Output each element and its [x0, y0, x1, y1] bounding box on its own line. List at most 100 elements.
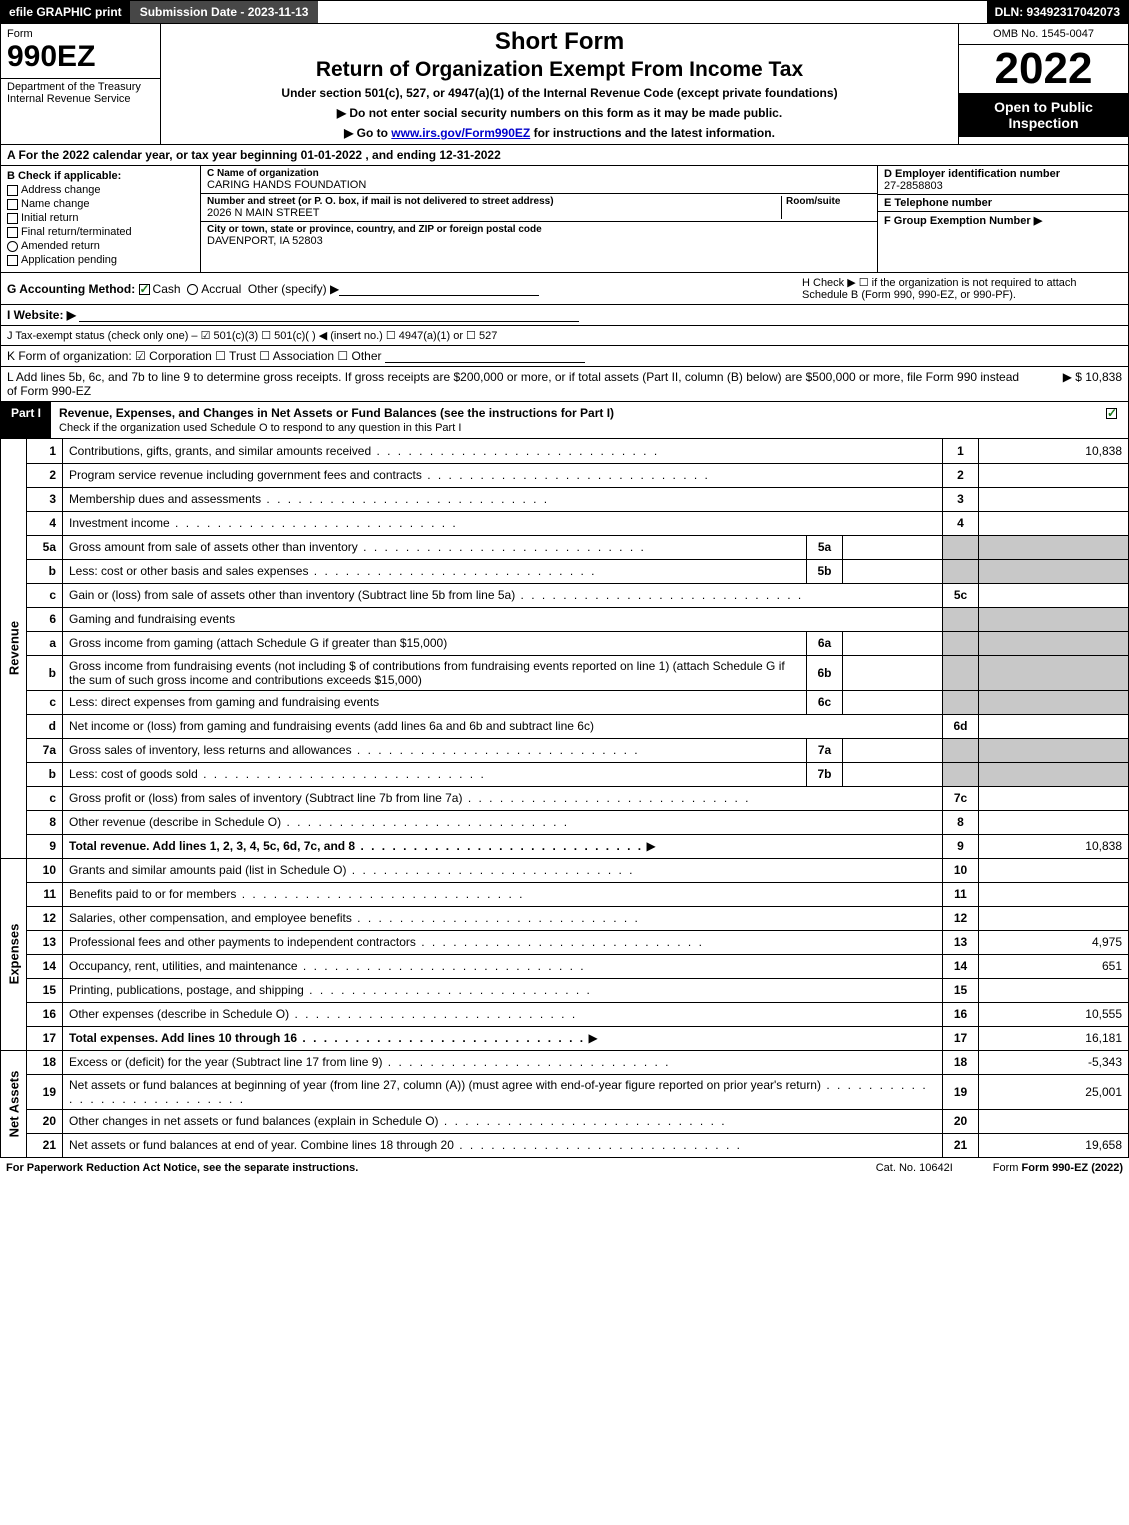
cat-no: Cat. No. 10642I	[876, 1162, 953, 1174]
line-16: 16Other expenses (describe in Schedule O…	[1, 1002, 1129, 1026]
chk-amended-return[interactable]: Amended return	[7, 240, 194, 252]
line-19: 19Net assets or fund balances at beginni…	[1, 1074, 1129, 1109]
I-label: I Website: ▶	[7, 308, 76, 322]
line-12: 12Salaries, other compensation, and empl…	[1, 906, 1129, 930]
ein-value: 27-2858803	[884, 180, 1122, 192]
line-20: 20Other changes in net assets or fund ba…	[1, 1109, 1129, 1133]
line-9: 9Total revenue. Add lines 1, 2, 3, 4, 5c…	[1, 834, 1129, 858]
line-1: Revenue 1 Contributions, gifts, grants, …	[1, 439, 1129, 463]
D-label: D Employer identification number	[884, 168, 1122, 180]
section-DEF: D Employer identification number 27-2858…	[878, 166, 1128, 272]
C-label: C Name of organization	[207, 168, 871, 179]
arrow-icon: ▶	[588, 1031, 597, 1045]
section-C: C Name of organization CARING HANDS FOUN…	[201, 166, 878, 272]
form-header: Form 990EZ Department of the Treasury In…	[0, 24, 1129, 145]
omb-number: OMB No. 1545-0047	[959, 24, 1128, 45]
title-short-form: Short Form	[169, 28, 950, 56]
part1-tag: Part I	[1, 402, 51, 438]
other-org-input[interactable]	[385, 349, 585, 363]
line-8: 8Other revenue (describe in Schedule O)8	[1, 810, 1129, 834]
line-G-H: G Accounting Method: Cash Accrual Other …	[0, 273, 1129, 305]
pra-notice: For Paperwork Reduction Act Notice, see …	[6, 1162, 358, 1174]
total-expenses: 16,181	[979, 1026, 1129, 1050]
chk-cash[interactable]	[139, 284, 150, 295]
G-label: G Accounting Method:	[7, 282, 135, 296]
net-assets-eoy: 19,658	[979, 1133, 1129, 1157]
netassets-side-label: Net Assets	[1, 1050, 27, 1157]
line-A: A For the 2022 calendar year, or tax yea…	[0, 145, 1129, 166]
website-input[interactable]	[79, 308, 579, 322]
line-13: 13Professional fees and other payments t…	[1, 930, 1129, 954]
line-5a: 5aGross amount from sale of assets other…	[1, 535, 1129, 559]
block-B-through-F: B Check if applicable: Address change Na…	[0, 166, 1129, 273]
line-H: H Check ▶ ☐ if the organization is not r…	[802, 276, 1122, 301]
chk-address-change[interactable]: Address change	[7, 184, 194, 196]
irs-link[interactable]: www.irs.gov/Form990EZ	[391, 126, 530, 140]
line-K: K Form of organization: ☑ Corporation ☐ …	[0, 346, 1129, 367]
header-right: OMB No. 1545-0047 2022 Open to Public In…	[958, 24, 1128, 144]
line-6: 6Gaming and fundraising events	[1, 607, 1129, 631]
other-method-input[interactable]	[339, 282, 539, 296]
part1-checknote: Check if the organization used Schedule …	[59, 422, 461, 434]
submission-date: Submission Date - 2023-11-13	[130, 1, 319, 23]
B-label: B Check if applicable:	[7, 170, 194, 182]
line-4: 4Investment income4	[1, 511, 1129, 535]
C-street-cell: Number and street (or P. O. box, if mail…	[201, 194, 877, 222]
line-J: J Tax-exempt status (check only one) – ☑…	[0, 326, 1129, 346]
line-7b: bLess: cost of goods sold7b	[1, 762, 1129, 786]
F-label: F Group Exemption Number ▶	[884, 214, 1122, 227]
line-5b: bLess: cost or other basis and sales exp…	[1, 559, 1129, 583]
department: Department of the Treasury Internal Reve…	[1, 78, 160, 107]
title-return: Return of Organization Exempt From Incom…	[169, 58, 950, 82]
J-text: J Tax-exempt status (check only one) – ☑…	[7, 330, 497, 342]
total-revenue: 10,838	[979, 834, 1129, 858]
line-7c: cGross profit or (loss) from sales of in…	[1, 786, 1129, 810]
part1-title: Revenue, Expenses, and Changes in Net As…	[51, 402, 1098, 438]
street-value: 2026 N MAIN STREET	[207, 207, 761, 219]
bullet-goto-pre: ▶ Go to	[344, 126, 391, 140]
chk-initial-return[interactable]: Initial return	[7, 212, 194, 224]
part1-checkbox[interactable]	[1098, 402, 1128, 438]
line-6c: cLess: direct expenses from gaming and f…	[1, 690, 1129, 714]
chk-application-pending[interactable]: Application pending	[7, 254, 194, 266]
K-text: K Form of organization: ☑ Corporation ☐ …	[7, 349, 382, 363]
line-14: 14Occupancy, rent, utilities, and mainte…	[1, 954, 1129, 978]
line-21: 21Net assets or fund balances at end of …	[1, 1133, 1129, 1157]
line-6d: dNet income or (loss) from gaming and fu…	[1, 714, 1129, 738]
header-left: Form 990EZ Department of the Treasury In…	[1, 24, 161, 144]
form-word: Form	[1, 24, 160, 40]
line-11: 11Benefits paid to or for members11	[1, 882, 1129, 906]
arrow-icon: ▶	[647, 839, 656, 853]
L-amount: ▶ $ 10,838	[1022, 370, 1122, 398]
revenue-side-label: Revenue	[1, 439, 27, 858]
line-3: 3Membership dues and assessments3	[1, 487, 1129, 511]
form-number: 990EZ	[1, 40, 160, 78]
line-6a: aGross income from gaming (attach Schedu…	[1, 631, 1129, 655]
F-cell: F Group Exemption Number ▶	[878, 212, 1128, 272]
chk-name-change[interactable]: Name change	[7, 198, 194, 210]
subtitle: Under section 501(c), 527, or 4947(a)(1)…	[169, 86, 950, 100]
org-name: CARING HANDS FOUNDATION	[207, 179, 871, 191]
header-middle: Short Form Return of Organization Exempt…	[161, 24, 958, 144]
bullet-ssn: ▶ Do not enter social security numbers o…	[169, 106, 950, 120]
line-2: 2Program service revenue including gover…	[1, 463, 1129, 487]
line-18: Net Assets 18Excess or (deficit) for the…	[1, 1050, 1129, 1074]
part1-lines-table: Revenue 1 Contributions, gifts, grants, …	[0, 439, 1129, 1158]
top-bar: efile GRAPHIC print Submission Date - 20…	[0, 0, 1129, 24]
line-17: 17Total expenses. Add lines 10 through 1…	[1, 1026, 1129, 1050]
amt-1: 10,838	[979, 439, 1129, 463]
E-label: E Telephone number	[884, 197, 1122, 209]
C-name-cell: C Name of organization CARING HANDS FOUN…	[201, 166, 877, 194]
street-label: Number and street (or P. O. box, if mail…	[207, 196, 761, 207]
D-cell: D Employer identification number 27-2858…	[878, 166, 1128, 195]
line-5c: cGain or (loss) from sale of assets othe…	[1, 583, 1129, 607]
E-cell: E Telephone number	[878, 195, 1128, 212]
line-G: G Accounting Method: Cash Accrual Other …	[7, 282, 796, 296]
dln: DLN: 93492317042073	[987, 1, 1128, 23]
line-10: Expenses 10Grants and similar amounts pa…	[1, 858, 1129, 882]
efile-print-label[interactable]: efile GRAPHIC print	[1, 1, 130, 23]
form-ref: Form Form 990-EZ (2022)	[993, 1162, 1123, 1174]
expenses-side-label: Expenses	[1, 858, 27, 1050]
chk-final-return[interactable]: Final return/terminated	[7, 226, 194, 238]
chk-accrual[interactable]	[187, 284, 198, 295]
